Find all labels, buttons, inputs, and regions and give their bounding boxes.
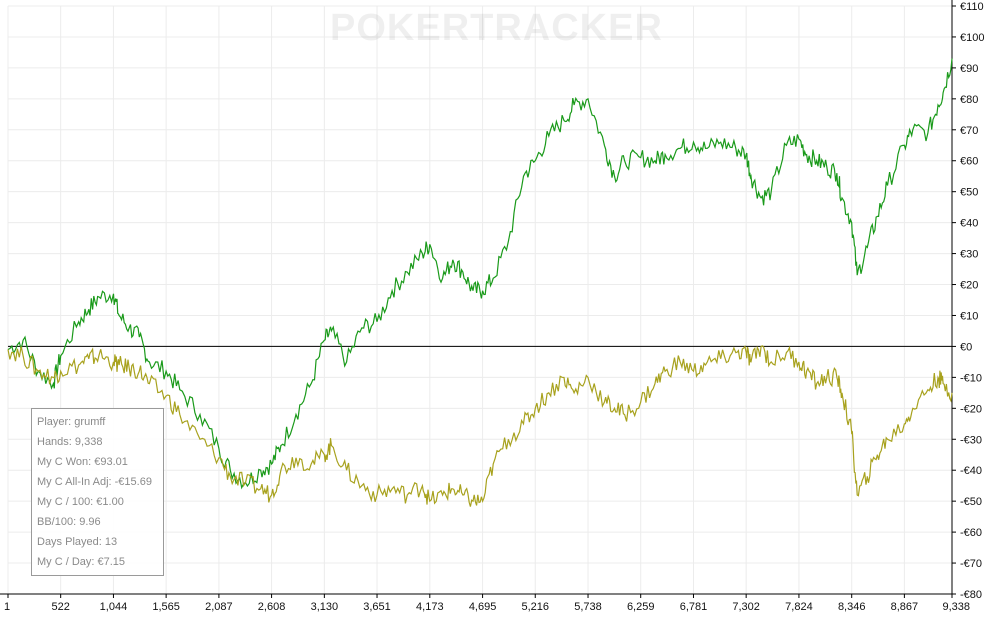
x-tick-label: 8,867 [891,601,919,613]
x-tick-label: 522 [51,601,69,613]
y-tick-label: -€60 [960,527,982,539]
stat-hands: Hands: 9,338 [37,436,103,448]
y-tick-label: €110 [960,1,984,13]
x-tick-label: 5,216 [521,601,549,613]
player-stats-box: Player: grumff Hands: 9,338 My C Won: €9… [31,408,164,576]
stat-player: Player: grumff [37,416,106,428]
y-tick-label: -€30 [960,434,982,446]
x-tick-label: 4,173 [416,601,444,613]
y-tick-label: €70 [960,125,978,137]
y-tick-label: €30 [960,249,978,261]
y-tick-label: €50 [960,187,978,199]
x-tick-label: 1,044 [100,601,128,613]
stat-bb-100: BB/100: 9.96 [37,516,101,528]
y-tick-label: €0 [960,341,972,353]
stat-allin-adj: My C All-In Adj: -€15.69 [37,476,152,488]
x-tick-label: 2,087 [205,601,233,613]
x-axis: 1 522 1,044 1,565 2,087 2,608 3,130 3,651 4,173 4… [4,594,970,613]
x-tick-label: 8,346 [838,601,866,613]
x-tick-label: 2,608 [258,601,286,613]
y-axis: €110 €100 €90 €80 €70 €60 €50 €40 €30 €20 €10 €0 -€1… [952,1,984,601]
x-tick-label: 7,824 [785,601,813,613]
y-tick-label: -€70 [960,558,982,570]
y-tick-label: -€10 [960,372,982,384]
y-tick-label: €20 [960,280,978,292]
y-tick-label: €60 [960,156,978,168]
x-tick-label: 3,130 [311,601,339,613]
x-tick-label: 1 [4,601,10,613]
x-tick-label: 9,338 [942,601,970,613]
y-tick-label: €100 [960,32,984,44]
y-tick-label: €90 [960,63,978,75]
x-tick-label: 4,695 [469,601,497,613]
y-tick-label: €40 [960,218,978,230]
y-tick-label: -€50 [960,496,982,508]
y-tick-label: €10 [960,310,978,322]
watermark-logo: POKERTRACKER [330,7,663,49]
series-line-1 [7,58,953,490]
series-line-2 [7,345,953,507]
x-tick-label: 3,651 [363,601,391,613]
x-tick-label: 6,781 [680,601,708,613]
x-tick-label: 1,565 [152,601,180,613]
y-tick-label: €80 [960,94,978,106]
x-tick-label: 7,302 [732,601,760,613]
series-layer [7,58,953,507]
stat-per-100: My C / 100: €1.00 [37,496,124,508]
stat-won: My C Won: €93.01 [37,456,128,468]
y-tick-label: -€80 [960,589,982,601]
x-tick-label: 6,259 [627,601,655,613]
x-tick-label: 5,738 [574,601,602,613]
y-tick-label: -€40 [960,465,982,477]
stat-per-day: My C / Day: €7.15 [37,556,126,568]
stat-days-played: Days Played: 13 [37,536,118,548]
y-tick-label: -€20 [960,403,982,415]
